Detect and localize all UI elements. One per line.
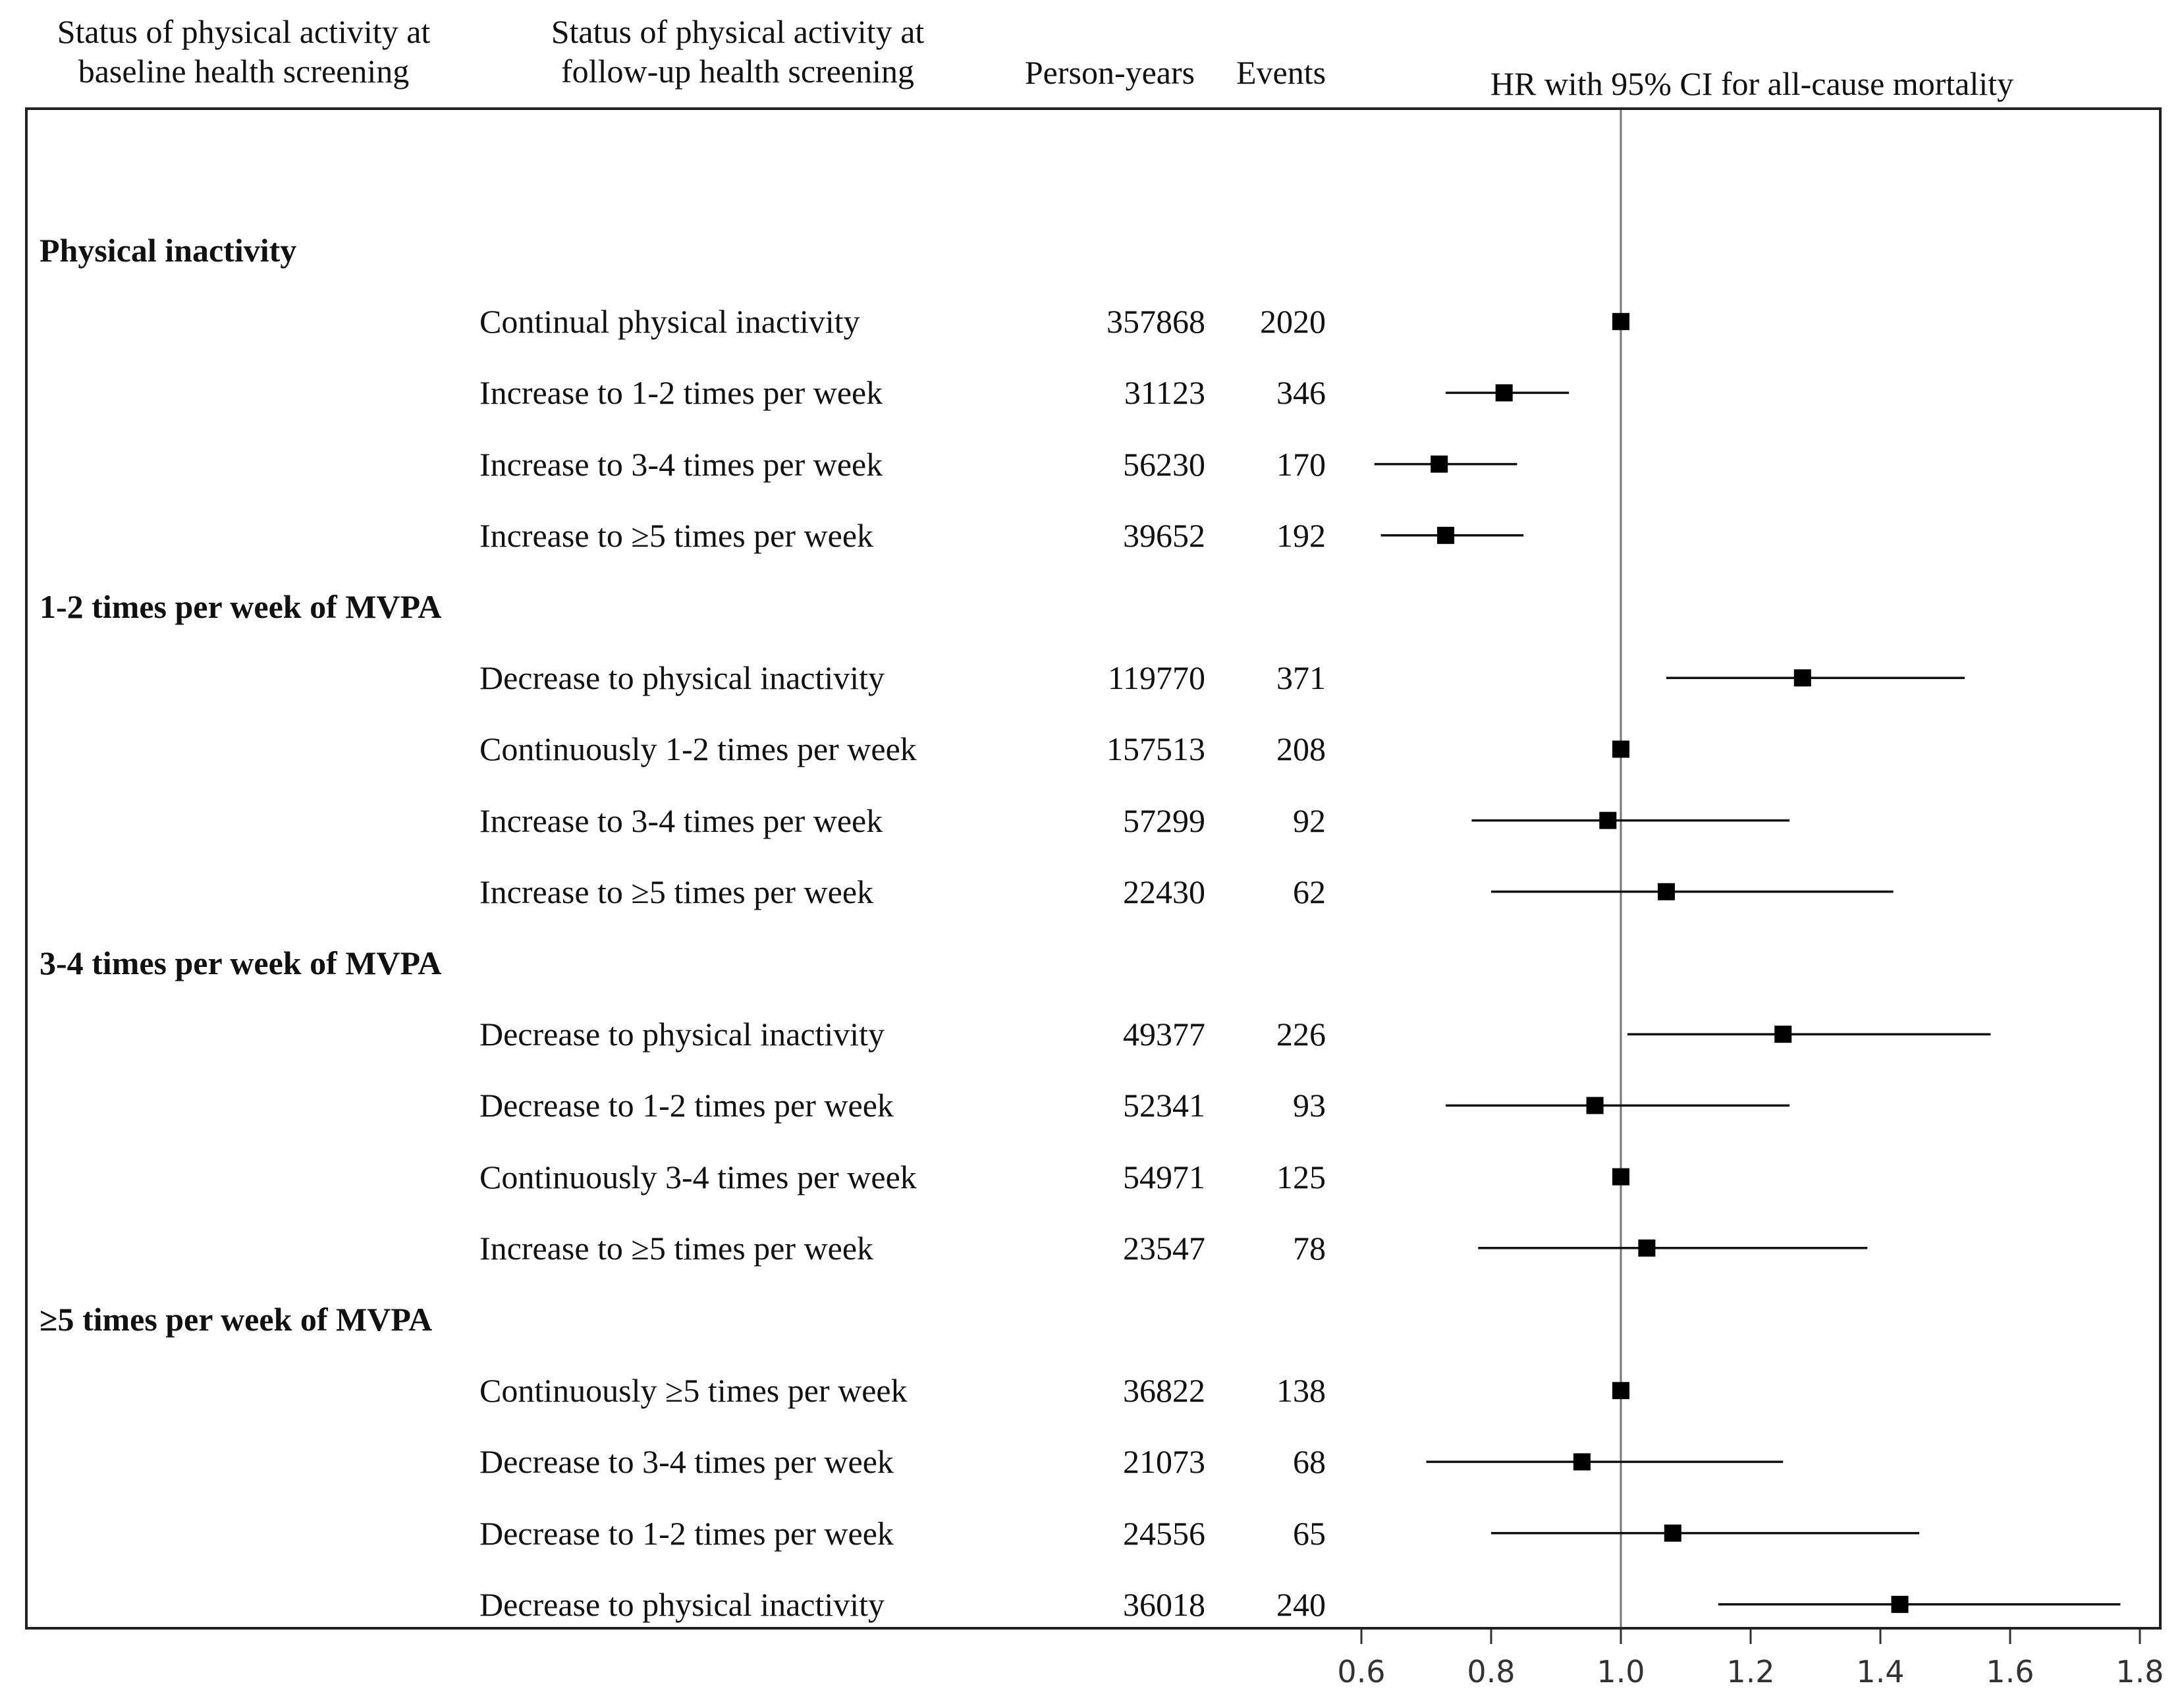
row-person-years: 36822 [1123, 1372, 1205, 1410]
row-person-years: 54971 [1123, 1158, 1205, 1195]
x-tick-label: 0.6 [1337, 1654, 1385, 1689]
row-events: 78 [1293, 1229, 1326, 1267]
group-label: ≥5 times per week of MVPA [40, 1301, 433, 1338]
group-label: 1-2 times per week of MVPA [40, 588, 442, 625]
hr-marker [1437, 526, 1455, 544]
row-label: Continuously 3-4 times per week [479, 1158, 917, 1195]
header-baseline-line1: Status of physical activity at [57, 13, 431, 50]
row-person-years: 39652 [1123, 516, 1205, 554]
row-label: Continuously 1-2 times per week [479, 730, 917, 768]
row-person-years: 36018 [1123, 1585, 1205, 1623]
row-label: Increase to ≥5 times per week [479, 1229, 874, 1267]
row-person-years: 157513 [1106, 730, 1205, 768]
header-person-years: Person-years [1024, 54, 1195, 91]
hr-marker [1612, 1168, 1629, 1186]
row-label: Continual physical inactivity [479, 303, 860, 341]
hr-marker [1495, 384, 1513, 402]
header-followup-line2: follow-up health screening [561, 53, 914, 90]
row-label: Decrease to 1-2 times per week [479, 1514, 894, 1552]
row-events: 62 [1293, 873, 1326, 910]
row-label: Increase to ≥5 times per week [479, 516, 874, 554]
row-events: 93 [1293, 1087, 1326, 1124]
x-tick-label: 1.8 [2116, 1654, 2164, 1689]
header-events: Events [1236, 54, 1326, 91]
row-person-years: 357868 [1106, 303, 1205, 341]
header-hr-title: HR with 95% CI for all-cause mortality [1490, 65, 2014, 102]
row-person-years: 57299 [1123, 802, 1205, 839]
row-events: 192 [1276, 516, 1326, 554]
row-events: 138 [1276, 1372, 1326, 1410]
row-events: 346 [1276, 374, 1326, 412]
hr-marker [1638, 1239, 1656, 1257]
row-events: 226 [1276, 1016, 1326, 1053]
row-person-years: 52341 [1123, 1087, 1205, 1124]
row-label: Decrease to physical inactivity [479, 1016, 885, 1053]
row-label: Increase to ≥5 times per week [479, 873, 874, 910]
row-label: Decrease to physical inactivity [479, 1585, 885, 1623]
row-person-years: 24556 [1123, 1514, 1205, 1552]
row-label: Increase to 1-2 times per week [479, 374, 883, 412]
hr-marker [1599, 811, 1617, 829]
header-baseline: Status of physical activity at baseline … [0, 12, 487, 91]
row-label: Increase to 3-4 times per week [479, 445, 883, 483]
hr-marker [1793, 669, 1811, 687]
row-person-years: 21073 [1123, 1443, 1205, 1481]
plot-frame [25, 107, 2162, 1630]
hr-marker [1612, 313, 1629, 331]
x-tick-label: 0.8 [1467, 1654, 1515, 1689]
row-label: Increase to 3-4 times per week [479, 802, 883, 839]
row-events: 65 [1293, 1514, 1326, 1552]
row-events: 208 [1276, 730, 1326, 768]
x-tick-label: 1.6 [1986, 1654, 2034, 1689]
hr-marker [1586, 1097, 1604, 1114]
x-tick-label: 1.0 [1597, 1654, 1645, 1689]
hr-marker [1657, 883, 1675, 900]
row-events: 240 [1276, 1585, 1326, 1623]
x-tick-label: 1.2 [1726, 1654, 1774, 1689]
hr-marker [1891, 1595, 1909, 1613]
hr-marker [1573, 1453, 1591, 1471]
row-events: 371 [1276, 659, 1326, 697]
hr-marker [1774, 1026, 1792, 1043]
row-person-years: 56230 [1123, 445, 1205, 483]
row-person-years: 49377 [1123, 1016, 1205, 1053]
header-followup: Status of physical activity at follow-up… [501, 12, 975, 91]
group-label: 3-4 times per week of MVPA [40, 945, 442, 981]
row-label: Continuously ≥5 times per week [479, 1372, 908, 1410]
hr-marker [1612, 740, 1629, 758]
row-person-years: 119770 [1107, 659, 1205, 697]
x-tick-label: 1.4 [1856, 1654, 1904, 1689]
row-events: 2020 [1260, 303, 1326, 341]
row-events: 92 [1293, 802, 1326, 839]
row-person-years: 31123 [1124, 374, 1205, 412]
row-person-years: 22430 [1123, 873, 1205, 910]
row-label: Decrease to 1-2 times per week [479, 1087, 894, 1124]
hr-marker [1664, 1524, 1681, 1542]
row-person-years: 23547 [1123, 1229, 1205, 1267]
group-label: Physical inactivity [40, 232, 297, 269]
row-label: Decrease to physical inactivity [479, 659, 885, 697]
row-events: 170 [1276, 445, 1326, 483]
hr-marker [1612, 1382, 1629, 1400]
row-label: Decrease to 3-4 times per week [479, 1443, 894, 1481]
row-events: 68 [1293, 1443, 1326, 1481]
header-baseline-line2: baseline health screening [78, 53, 410, 90]
header-followup-line1: Status of physical activity at [551, 13, 925, 50]
hr-marker [1431, 455, 1448, 473]
row-events: 125 [1276, 1158, 1326, 1195]
